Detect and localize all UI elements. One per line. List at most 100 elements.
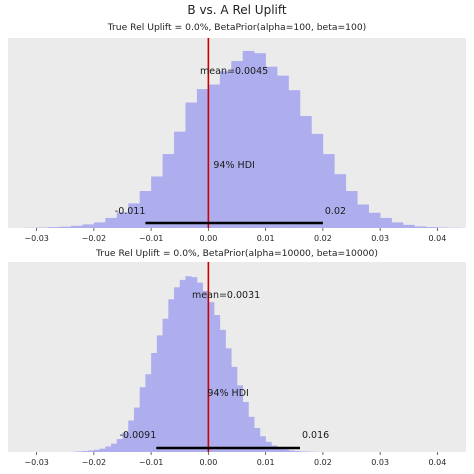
histogram-bar [334,174,347,228]
histogram-bar [214,315,221,452]
panel-2-hdi-low-label: -0.0091 [120,430,157,441]
histogram-bar [259,436,266,452]
histogram-bar [311,133,324,228]
histogram-bar [139,387,146,452]
histogram-bar [219,71,232,228]
histogram-bar [299,115,312,228]
histogram-bar [288,90,301,229]
histogram-bar [237,385,244,452]
histogram-bar [93,222,106,228]
x-tick-label: 0.02 [314,458,332,467]
histogram-bar [231,366,238,452]
panel-1-mean-label: mean=0.0045 [200,66,268,77]
panel-1-hdi-low-label: -0.011 [115,206,146,217]
histogram-bar [242,50,255,229]
histogram-bar [156,335,163,452]
histogram-bar [277,447,284,452]
panel-1: mean=0.0045 94% HDI -0.011 0.02 −0.03 −0.… [8,38,466,243]
histogram-bar [82,451,89,452]
histogram-bar [425,227,438,228]
panel-2-mean-label: mean=0.0031 [192,290,260,301]
histogram-bar [202,290,209,452]
histogram-bar [105,446,112,452]
histogram-bar [265,66,278,229]
x-tick-label: 0.01 [257,458,275,467]
x-tick-label: 0.01 [257,234,275,243]
histogram-bar [162,318,169,452]
histogram-bar [151,176,163,228]
histogram-bar [93,449,100,452]
histogram-bar [219,329,226,452]
histogram-bar [168,299,175,452]
histogram-bar [151,352,158,452]
histogram-bar [231,61,244,228]
histogram-bar [403,224,415,228]
x-tick-label: −0.02 [82,234,107,243]
x-tick-label: 0.03 [371,234,389,243]
histogram-bar [357,204,369,228]
panel-1-hdi-high-label: 0.02 [325,206,346,217]
x-tick-label: −0.01 [139,458,164,467]
x-tick-label: −0.03 [24,234,49,243]
histogram-bar [122,432,129,452]
panel-2-bars [70,276,318,452]
histogram-bar [196,89,209,228]
histogram-bar [185,102,198,228]
histogram-bar [185,276,192,452]
histogram-bar [59,226,72,228]
histogram-bar [145,374,152,452]
x-tick-label: 0.02 [314,234,332,243]
x-tick-label: 0.04 [428,234,446,243]
histogram-bar [139,191,152,228]
histogram-bar [174,287,181,452]
histogram-bar [174,131,186,228]
panel-2-hdi-label: 94% HDI [207,388,248,399]
x-tick-label: −0.01 [139,234,164,243]
figure-title: B vs. A Rel Uplift [187,3,286,17]
histogram-bar [48,227,60,228]
x-tick-label: 0.00 [199,458,217,467]
panel-2: mean=0.0031 94% HDI -0.0091 0.016 −0.03−… [8,262,466,467]
histogram-bar [116,439,123,452]
histogram-bar [128,203,140,228]
histogram-bar [105,217,118,228]
histogram-bar [277,75,289,228]
histogram-bar [254,427,261,452]
histogram-bar [133,407,140,452]
histogram-bar [254,53,266,229]
histogram-bar [128,420,135,452]
x-tick-label: 0.04 [428,458,446,467]
histogram-bar [391,222,404,228]
histogram-bar [299,451,306,452]
panel-2-x-axis: −0.03 −0.02 −0.01 0.00 0.01 0.02 0.03 0.04 [24,452,446,467]
panel-2-title: True Rel Uplift = 0.0%, BetaPrior(alpha=… [95,248,378,259]
histogram-bar [191,277,198,452]
histogram-bar [196,282,203,452]
x-tick-label: −0.03 [24,458,49,467]
panel-2-hdi-high-label: 0.016 [302,430,329,441]
x-tick-label: −0.02 [82,458,107,467]
histogram-bar [380,217,392,228]
panel-1-x-axis: −0.03 −0.02 −0.01 0.00 0.01 0.02 0.03 0.04 [24,228,446,243]
histogram-bar [368,212,381,228]
histogram-bar [345,191,358,228]
histogram-bar [242,402,249,452]
histogram-bar [111,443,118,452]
histogram-bar [76,451,83,452]
histogram-bar [414,226,427,228]
histogram-bar [225,348,232,452]
histogram-bar [99,448,106,452]
x-tick-label: 0.00 [199,234,217,243]
histogram-bar [288,450,295,452]
histogram-bar [322,154,335,228]
x-tick-label: 0.03 [371,458,389,467]
histogram-bar [208,84,221,228]
histogram-bar [179,279,186,452]
histogram-bar [208,302,215,452]
panel-1-title: True Rel Uplift = 0.0%, BetaPrior(alpha=… [107,22,367,33]
histogram-bar [82,224,95,228]
panel-1-bars [25,50,461,229]
histogram-bar [70,225,83,228]
histogram-bar [294,451,301,452]
